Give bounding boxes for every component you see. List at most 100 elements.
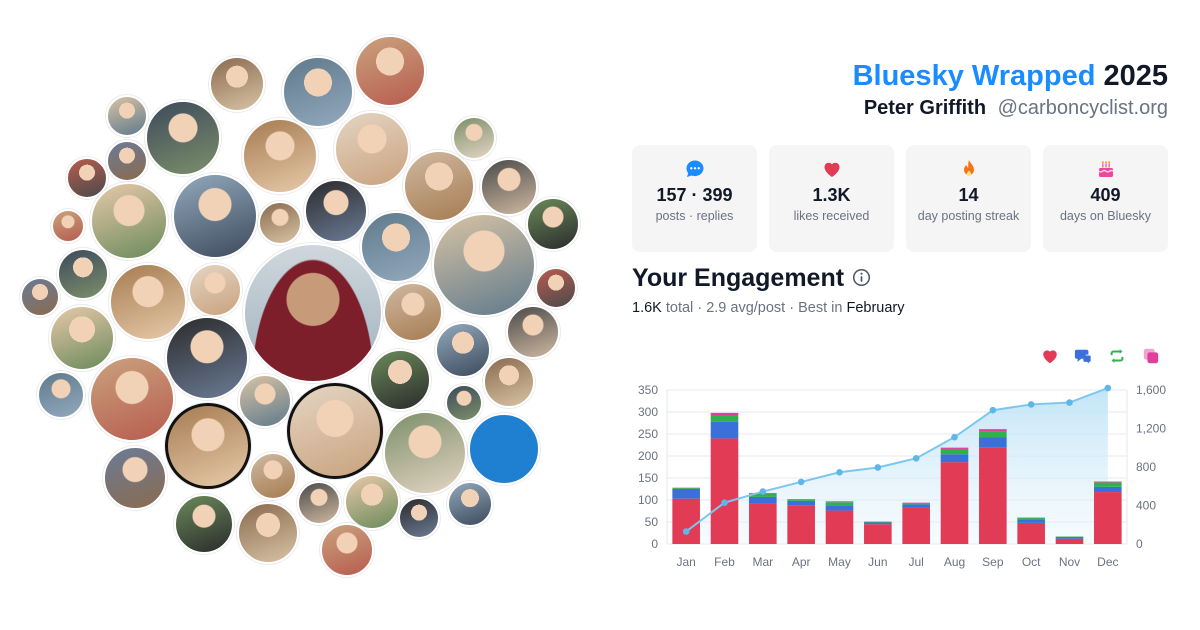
- engagement-title: Your Engagement: [632, 264, 845, 292]
- bar-segment: [825, 505, 854, 511]
- avatar-image[interactable]: [369, 349, 431, 411]
- cake-icon: [1098, 161, 1113, 177]
- x-tick-label: May: [828, 555, 851, 569]
- avatar-image[interactable]: [242, 118, 318, 194]
- avatar-image[interactable]: [109, 263, 187, 341]
- avatar-image[interactable]: [535, 267, 577, 309]
- avatar-image[interactable]: [297, 481, 341, 525]
- avatar-image[interactable]: [243, 243, 383, 383]
- bar-segment: [902, 507, 930, 544]
- info-icon[interactable]: [852, 268, 871, 287]
- avatar-image[interactable]: [66, 157, 108, 199]
- cumulative-line-path: [685, 387, 1109, 533]
- chart-axes: 0 50 100 150 200 250 300 350 0 400 800 1,200 1,600 Ja…: [638, 383, 1166, 569]
- cumulative-point: [1027, 401, 1035, 408]
- avatar-image[interactable]: [282, 56, 354, 128]
- avatar-image[interactable]: [452, 116, 496, 160]
- avatar-image[interactable]: [360, 211, 432, 283]
- cumulative-point: [951, 433, 958, 441]
- avatar-image[interactable]: [209, 56, 265, 112]
- user-handle[interactable]: @carboncyclist.org: [997, 97, 1168, 119]
- bar-segment: [902, 504, 930, 508]
- y-tick-label: 300: [638, 405, 658, 419]
- avatar-image[interactable]: [37, 371, 85, 419]
- avatar-image[interactable]: [447, 481, 493, 527]
- avatar-image[interactable]: [383, 411, 467, 495]
- avatar-image[interactable]: [165, 316, 249, 400]
- y-tick-label: 50: [645, 515, 659, 529]
- avatar-image[interactable]: [435, 322, 491, 378]
- stat-value: 1.3K: [812, 185, 851, 205]
- avatar-image[interactable]: [188, 263, 242, 317]
- avatar-image[interactable]: [383, 282, 443, 342]
- bar-segment: [672, 488, 700, 489]
- avatar-image[interactable]: [445, 384, 483, 422]
- avatar-image[interactable]: [237, 502, 299, 564]
- avatar-image[interactable]: [106, 95, 148, 137]
- bar-segment: [979, 447, 1007, 544]
- x-tick-label: Jul: [908, 555, 923, 569]
- avatar-image[interactable]: [57, 248, 109, 300]
- avatar-image[interactable]: [398, 497, 440, 539]
- bar-segment: [787, 500, 815, 506]
- wrapped-header: Bluesky Wrapped 2025 Peter Griffith @car…: [853, 58, 1168, 121]
- avatar-image[interactable]: [90, 182, 168, 260]
- bar-segment: [1017, 518, 1045, 520]
- avatar-image[interactable]: [238, 374, 292, 428]
- reply-icon[interactable]: [1074, 347, 1092, 365]
- avatar-image[interactable]: [103, 446, 167, 510]
- avatar-image[interactable]: [432, 213, 536, 317]
- stat-value: 157 · 399: [656, 185, 733, 205]
- avatar-image[interactable]: [49, 305, 115, 371]
- avatar-image[interactable]: [344, 474, 400, 530]
- avatar-image[interactable]: [468, 413, 540, 485]
- repost-icon[interactable]: [1108, 347, 1126, 365]
- avatar-image[interactable]: [20, 277, 60, 317]
- avatar-image[interactable]: [258, 201, 302, 245]
- avatar-image[interactable]: [320, 523, 374, 577]
- bar-segment: [1017, 519, 1045, 523]
- bar-segment: [979, 429, 1007, 432]
- avatar-image[interactable]: [172, 173, 258, 259]
- bar-segment: [979, 431, 1007, 438]
- y2-tick-label: 1,600: [1136, 383, 1166, 397]
- avatar-image[interactable]: [480, 158, 538, 216]
- avatar-image[interactable]: [506, 305, 560, 359]
- stat-card-streak: 14 day posting streak: [906, 145, 1031, 252]
- avatar-image[interactable]: [354, 35, 426, 107]
- avatar-image[interactable]: [304, 179, 368, 243]
- avatar-image[interactable]: [174, 494, 234, 554]
- chat-bubble-icon: [686, 160, 703, 177]
- x-tick-label: Jan: [676, 555, 695, 569]
- display-name[interactable]: Peter Griffith: [863, 97, 987, 119]
- bar-segment: [864, 524, 892, 544]
- heart-icon[interactable]: [1041, 347, 1059, 365]
- engagement-summary: 1.6K total · 2.9 avg/post · Best in Febr…: [632, 300, 905, 316]
- avatar-image[interactable]: [403, 150, 475, 222]
- quote-icon[interactable]: [1142, 347, 1160, 365]
- avatar-image[interactable]: [51, 209, 85, 243]
- stat-value: 14: [958, 185, 979, 205]
- y-tick-label: 150: [638, 471, 658, 485]
- y-tick-label: 350: [638, 383, 658, 397]
- avatar-image[interactable]: [249, 452, 297, 500]
- x-tick-label: Dec: [1097, 555, 1118, 569]
- avatar-image[interactable]: [89, 356, 175, 442]
- avatar-image[interactable]: [287, 383, 383, 479]
- bar-segment: [787, 505, 815, 544]
- avatar-image[interactable]: [145, 100, 221, 176]
- avatar-image[interactable]: [526, 197, 580, 251]
- avatar-image[interactable]: [334, 111, 410, 187]
- avatar-image[interactable]: [483, 356, 535, 408]
- bar-segment: [787, 499, 815, 501]
- cumulative-point: [836, 468, 843, 476]
- avatar-image[interactable]: [165, 403, 251, 489]
- y-tick-label: 250: [638, 427, 658, 441]
- stat-card-posts: 157 · 399 posts · replies: [632, 145, 757, 252]
- cumulative-point: [912, 455, 920, 462]
- cumulative-line: [682, 384, 1112, 535]
- avatar-image[interactable]: [106, 140, 148, 182]
- heart-icon: [824, 162, 839, 177]
- profile-line: Peter Griffith @carboncyclist.org: [853, 95, 1168, 121]
- bar-segment: [672, 498, 700, 544]
